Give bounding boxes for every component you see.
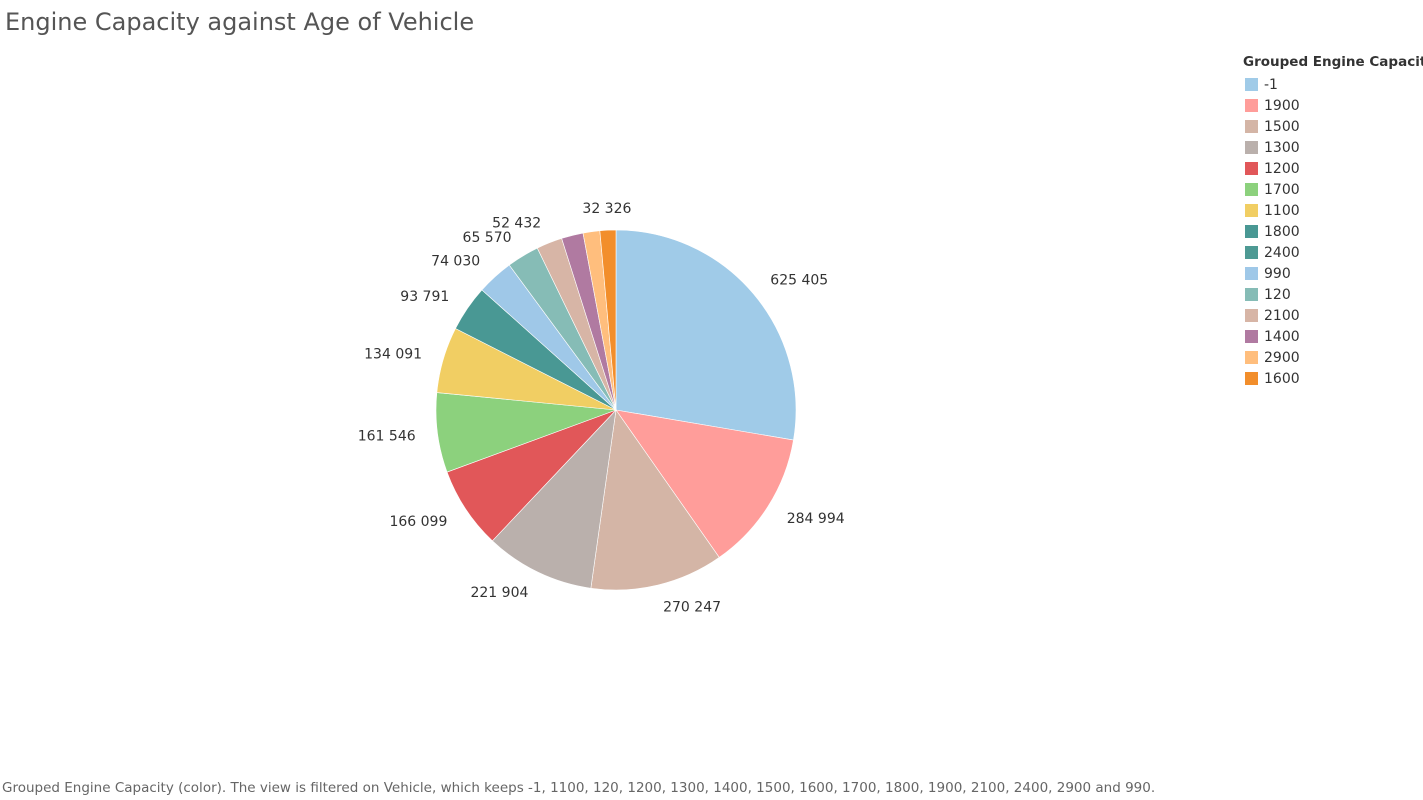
legend-item[interactable]: 1300 xyxy=(1243,137,1421,158)
legend-swatch xyxy=(1245,351,1258,364)
pie-slice-1600[interactable] xyxy=(599,229,617,411)
legend-label: 990 xyxy=(1264,265,1291,282)
legend-swatch xyxy=(1245,99,1258,112)
legend-swatch xyxy=(1245,330,1258,343)
legend-swatch xyxy=(1245,120,1258,133)
pie-slice--1[interactable] xyxy=(615,229,797,441)
legend-swatch xyxy=(1245,309,1258,322)
slice-label: 161 546 xyxy=(358,429,416,445)
legend-item[interactable]: 1800 xyxy=(1243,221,1421,242)
legend-item[interactable]: 120 xyxy=(1243,284,1421,305)
slice-label: 270 247 xyxy=(663,599,721,615)
legend-item[interactable]: 1900 xyxy=(1243,95,1421,116)
slice-label: 221 904 xyxy=(470,585,528,601)
slice-label: 284 994 xyxy=(787,511,845,527)
legend-swatch xyxy=(1245,162,1258,175)
legend-item[interactable]: 1400 xyxy=(1243,326,1421,347)
slice-label: 93 791 xyxy=(400,289,449,305)
legend-label: 1100 xyxy=(1264,202,1300,219)
legend-item[interactable]: -1 xyxy=(1243,74,1421,95)
slice-label: 65 570 xyxy=(463,230,512,246)
slice-label: 32 326 xyxy=(582,201,631,217)
legend-label: 120 xyxy=(1264,286,1291,303)
legend-item[interactable]: 2400 xyxy=(1243,242,1421,263)
legend-label: 1200 xyxy=(1264,160,1300,177)
slice-label: 134 091 xyxy=(364,347,422,363)
pie-chart: 625 405 284 994 270 247 221 904 166 099 161 5… xyxy=(358,201,845,615)
slice-label: 166 099 xyxy=(389,514,447,530)
legend-swatch xyxy=(1245,372,1258,385)
legend-swatch xyxy=(1245,78,1258,91)
legend-item[interactable]: 1500 xyxy=(1243,116,1421,137)
legend-swatch xyxy=(1245,246,1258,259)
pie-slice-1300[interactable] xyxy=(491,409,617,589)
legend-swatch xyxy=(1245,204,1258,217)
legend-label: -1 xyxy=(1264,76,1278,93)
legend-label: 1900 xyxy=(1264,97,1300,114)
legend-label: 1800 xyxy=(1264,223,1300,240)
legend-label: 1700 xyxy=(1264,181,1300,198)
slice-label: 52 432 xyxy=(492,215,541,231)
slice-label: 625 405 xyxy=(770,273,828,289)
legend-item[interactable]: 2900 xyxy=(1243,347,1421,368)
legend-label: 2900 xyxy=(1264,349,1300,366)
legend-item[interactable]: 1100 xyxy=(1243,200,1421,221)
legend-label: 2400 xyxy=(1264,244,1300,261)
legend-swatch xyxy=(1245,288,1258,301)
pie-slice-1900[interactable] xyxy=(615,409,794,558)
legend-item[interactable]: 1600 xyxy=(1243,368,1421,389)
pie-slice-1500[interactable] xyxy=(590,409,720,591)
legend-swatch xyxy=(1245,225,1258,238)
legend-item[interactable]: 1700 xyxy=(1243,179,1421,200)
chart-title: Engine Capacity against Age of Vehicle xyxy=(5,8,475,36)
legend-label: 2100 xyxy=(1264,307,1300,324)
chart-caption: Grouped Engine Capacity (color). The vie… xyxy=(2,780,1156,796)
legend-label: 1300 xyxy=(1264,139,1300,156)
legend-items: -1 1900 1500 1300 1200 1700 1100 1800 2400 990 120… xyxy=(1243,74,1421,389)
legend-item[interactable]: 990 xyxy=(1243,263,1421,284)
legend-item[interactable]: 2100 xyxy=(1243,305,1421,326)
legend-swatch xyxy=(1245,183,1258,196)
legend-label: 1600 xyxy=(1264,370,1300,387)
legend-title: Grouped Engine Capacity xyxy=(1243,54,1423,70)
legend-swatch xyxy=(1245,141,1258,154)
slice-label: 74 030 xyxy=(431,253,480,269)
legend-label: 1400 xyxy=(1264,328,1300,345)
legend-label: 1500 xyxy=(1264,118,1300,135)
legend-swatch xyxy=(1245,267,1258,280)
legend: Grouped Engine Capacity -1 1900 1500 1300 12… xyxy=(1243,54,1423,389)
legend-item[interactable]: 1200 xyxy=(1243,158,1421,179)
